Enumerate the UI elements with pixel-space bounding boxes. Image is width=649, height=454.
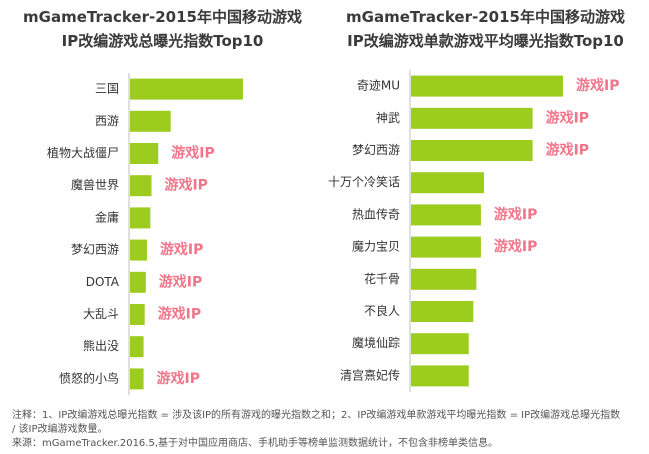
right-category-label: 梦幻西游 xyxy=(352,143,400,157)
right-bar xyxy=(411,365,469,387)
right-bar xyxy=(411,301,474,322)
right-category-label: 热血传奇 xyxy=(352,206,400,221)
left-bar xyxy=(130,175,152,197)
left-bar xyxy=(130,239,147,261)
right-chart-title-line1: mGameTracker-2015年中国移动游戏 xyxy=(346,8,625,26)
right-category-label: 奇迹MU xyxy=(357,79,400,93)
right-chart-title: mGameTracker-2015年中国移动游戏 IP改编游戏单款游戏平均曝光指… xyxy=(322,5,649,53)
left-bar xyxy=(130,304,145,325)
left-category-label: 西游 xyxy=(95,114,119,128)
left-category-label: DOTA xyxy=(86,275,120,289)
left-bar xyxy=(130,78,243,100)
left-ip-tag: 游戏IP xyxy=(159,273,202,290)
left-ip-tag: 游戏IP xyxy=(160,241,203,258)
right-category-label: 不良人 xyxy=(364,303,400,318)
left-category-label: 大乱斗 xyxy=(83,307,119,321)
right-category-label: 清宫熹妃传 xyxy=(340,367,400,382)
right-ip-tag: 游戏IP xyxy=(546,142,589,159)
left-chart-title-line1: mGameTracker-2015年中国移动游戏 xyxy=(23,8,302,26)
right-chart-title-line2: IP改编游戏单款游戏平均曝光指数Top10 xyxy=(347,32,624,50)
right-bar xyxy=(411,268,477,290)
left-category-label: 梦幻西游 xyxy=(71,243,119,257)
left-chart-title: mGameTracker-2015年中国移动游戏 IP改编游戏总曝光指数Top1… xyxy=(0,5,325,53)
left-category-label: 魔兽世界 xyxy=(71,177,119,192)
left-category-label: 愤怒的小鸟 xyxy=(59,370,119,385)
right-ip-tag: 游戏IP xyxy=(576,77,619,94)
left-bar xyxy=(130,207,151,229)
right-bar xyxy=(411,172,484,194)
right-category-label: 魔力宝贝 xyxy=(352,239,400,254)
left-ip-tag: 游戏IP xyxy=(158,306,201,323)
footnote-line-1: 注释：1、IP改编游戏总曝光指数 = 涉及该IP的所有游戏的曝光指数之和；2、I… xyxy=(12,410,621,421)
right-ip-tag: 游戏IP xyxy=(494,206,537,223)
left-category-label: 金庸 xyxy=(95,209,119,224)
left-ip-tag: 游戏IP xyxy=(164,177,207,194)
left-category-label: 三国 xyxy=(95,82,119,96)
right-ip-tag: 游戏IP xyxy=(546,109,589,126)
left-ip-tag: 游戏IP xyxy=(157,370,200,387)
right-bar xyxy=(411,236,481,258)
left-category-label: 植物大战僵尸 xyxy=(47,145,119,160)
right-bar xyxy=(411,333,469,355)
left-bar xyxy=(130,368,144,390)
right-category-label: 花千骨 xyxy=(364,271,400,286)
left-chart-title-line2: IP改编游戏总曝光指数Top10 xyxy=(61,32,264,50)
right-ip-tag: 游戏IP xyxy=(494,238,537,255)
source-note: 来源：mGameTracker.2016.5,基于对中国应用商店、手机助手等榜单… xyxy=(12,438,499,449)
right-category-label: 神武 xyxy=(376,111,400,125)
right-bar xyxy=(411,75,563,97)
right-bar xyxy=(411,204,481,226)
right-category-label: 魔境仙踪 xyxy=(352,335,400,350)
left-bar xyxy=(130,143,159,164)
right-category-label: 十万个冷笑话 xyxy=(328,174,400,189)
left-bar xyxy=(130,271,146,293)
left-ip-tag: 游戏IP xyxy=(171,145,214,162)
right-bar xyxy=(411,140,533,161)
right-bar xyxy=(411,107,533,129)
left-bar xyxy=(130,336,144,358)
left-bar xyxy=(130,110,171,132)
left-category-label: 熊出没 xyxy=(83,338,119,353)
footnote-line-2: / 该IP改编游戏数量。 xyxy=(12,424,108,435)
